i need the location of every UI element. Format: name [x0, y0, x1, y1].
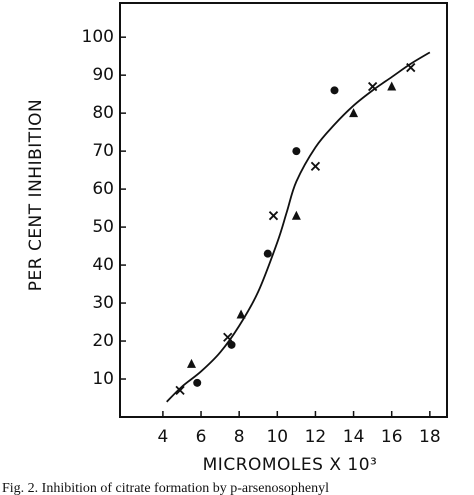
point-circle [330, 86, 339, 95]
x-tick-label: 4 [157, 427, 168, 447]
point-circle [227, 340, 236, 349]
point-triangle [349, 108, 359, 118]
point-triangle [291, 210, 301, 220]
caption: Fig. 2. Inhibition of citrate formation … [2, 481, 329, 495]
point-cross [175, 385, 185, 396]
y-tick-label: 60 [92, 179, 114, 199]
point-circle [292, 147, 301, 156]
cross-stroke [406, 62, 416, 73]
cross-stroke [368, 81, 378, 92]
point-circle [193, 378, 202, 387]
point-triangle [236, 309, 246, 319]
y-tick-label: 80 [92, 103, 114, 123]
y-axis-label: PER CENT INHIBITION [26, 99, 46, 292]
x-axis-label: MICROMOLES X 10³ [203, 455, 378, 475]
y-tick-label: 20 [92, 331, 114, 351]
cross-stroke [223, 332, 233, 342]
x-tick-label: 14 [343, 427, 365, 447]
y-tick-label: 30 [92, 293, 114, 313]
y-tick-label: 50 [92, 217, 114, 237]
y-tick-label: 100 [82, 27, 114, 47]
point-triangle [387, 81, 397, 91]
cross-stroke [310, 161, 321, 171]
x-tick-label: 16 [381, 427, 403, 447]
y-tick-label: 10 [92, 369, 114, 389]
x-tick-label: 8 [234, 427, 245, 447]
cross-stroke [268, 211, 279, 221]
x-tick-label: 18 [419, 427, 441, 447]
y-tick-label: 40 [92, 255, 114, 275]
x-tick-label: 10 [266, 427, 288, 447]
point-circle [263, 249, 272, 258]
point-triangle [187, 358, 197, 368]
plot-frame [119, 2, 448, 418]
y-tick-label: 90 [92, 65, 114, 85]
point-cross [268, 211, 279, 221]
point-cross [310, 161, 321, 171]
cross-stroke [175, 385, 185, 396]
x-tick-label: 6 [196, 427, 207, 447]
fitted-curve [166, 51, 431, 403]
y-tick-label: 70 [92, 141, 114, 161]
x-tick-label: 12 [305, 427, 327, 447]
